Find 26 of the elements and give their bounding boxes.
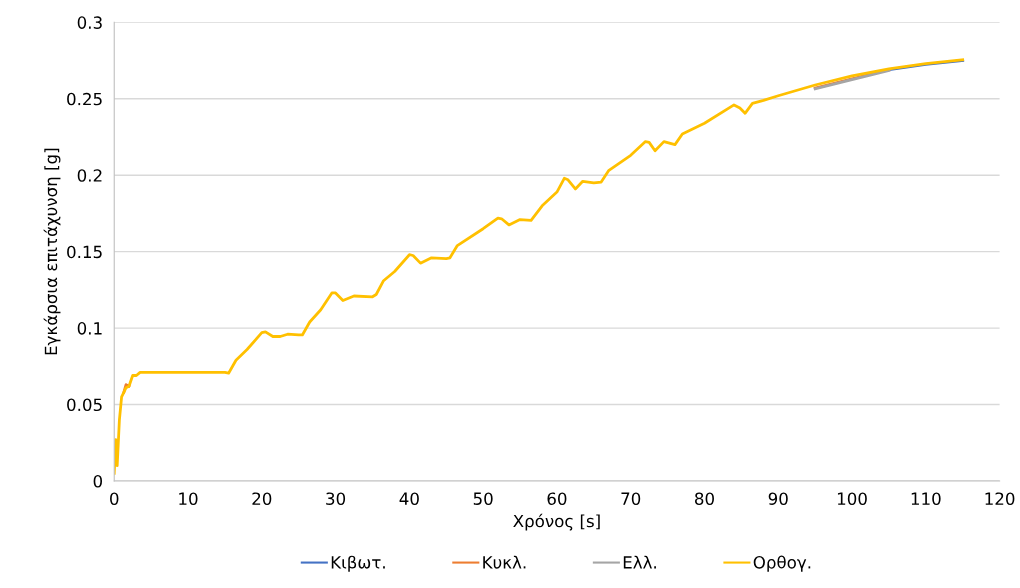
y-tick-label: 0.15 <box>67 245 102 259</box>
legend-label: Κυκλ. <box>483 555 526 569</box>
x-tick-label: 80 <box>695 492 714 505</box>
x-axis-title: Χρόνος [s] <box>513 513 600 531</box>
x-tick-label: 100 <box>837 492 867 505</box>
y-axis-title: Εγκάρσια επιτάχυνση [g] <box>43 148 61 355</box>
y-tick-label: 0.1 <box>77 322 102 335</box>
y-tick-label: 0.2 <box>77 169 102 182</box>
x-tick-label: 110 <box>911 492 941 505</box>
x-tick-label: 50 <box>473 492 493 505</box>
x-tick-label: 90 <box>768 492 788 505</box>
x-tick-label: 40 <box>399 492 419 505</box>
y-tick-label: 0 <box>93 474 103 488</box>
y-tick-label: 0.25 <box>67 92 102 106</box>
y-tick-label: 0.3 <box>77 16 102 29</box>
x-tick-label: 120 <box>985 492 1015 505</box>
y-tick-label: 0.05 <box>67 398 102 412</box>
x-tick-label: 60 <box>547 492 567 505</box>
x-tick-label: 10 <box>179 492 198 505</box>
x-tick-label: 0 <box>110 492 119 505</box>
legend-label: Ορθογ. <box>753 555 811 572</box>
x-tick-label: 20 <box>252 492 272 505</box>
x-tick-label: 30 <box>326 492 346 505</box>
legend-label: Κιβωτ. <box>331 555 385 572</box>
x-tick-label: 70 <box>621 492 641 505</box>
legend-label: Ελλ. <box>623 555 656 569</box>
